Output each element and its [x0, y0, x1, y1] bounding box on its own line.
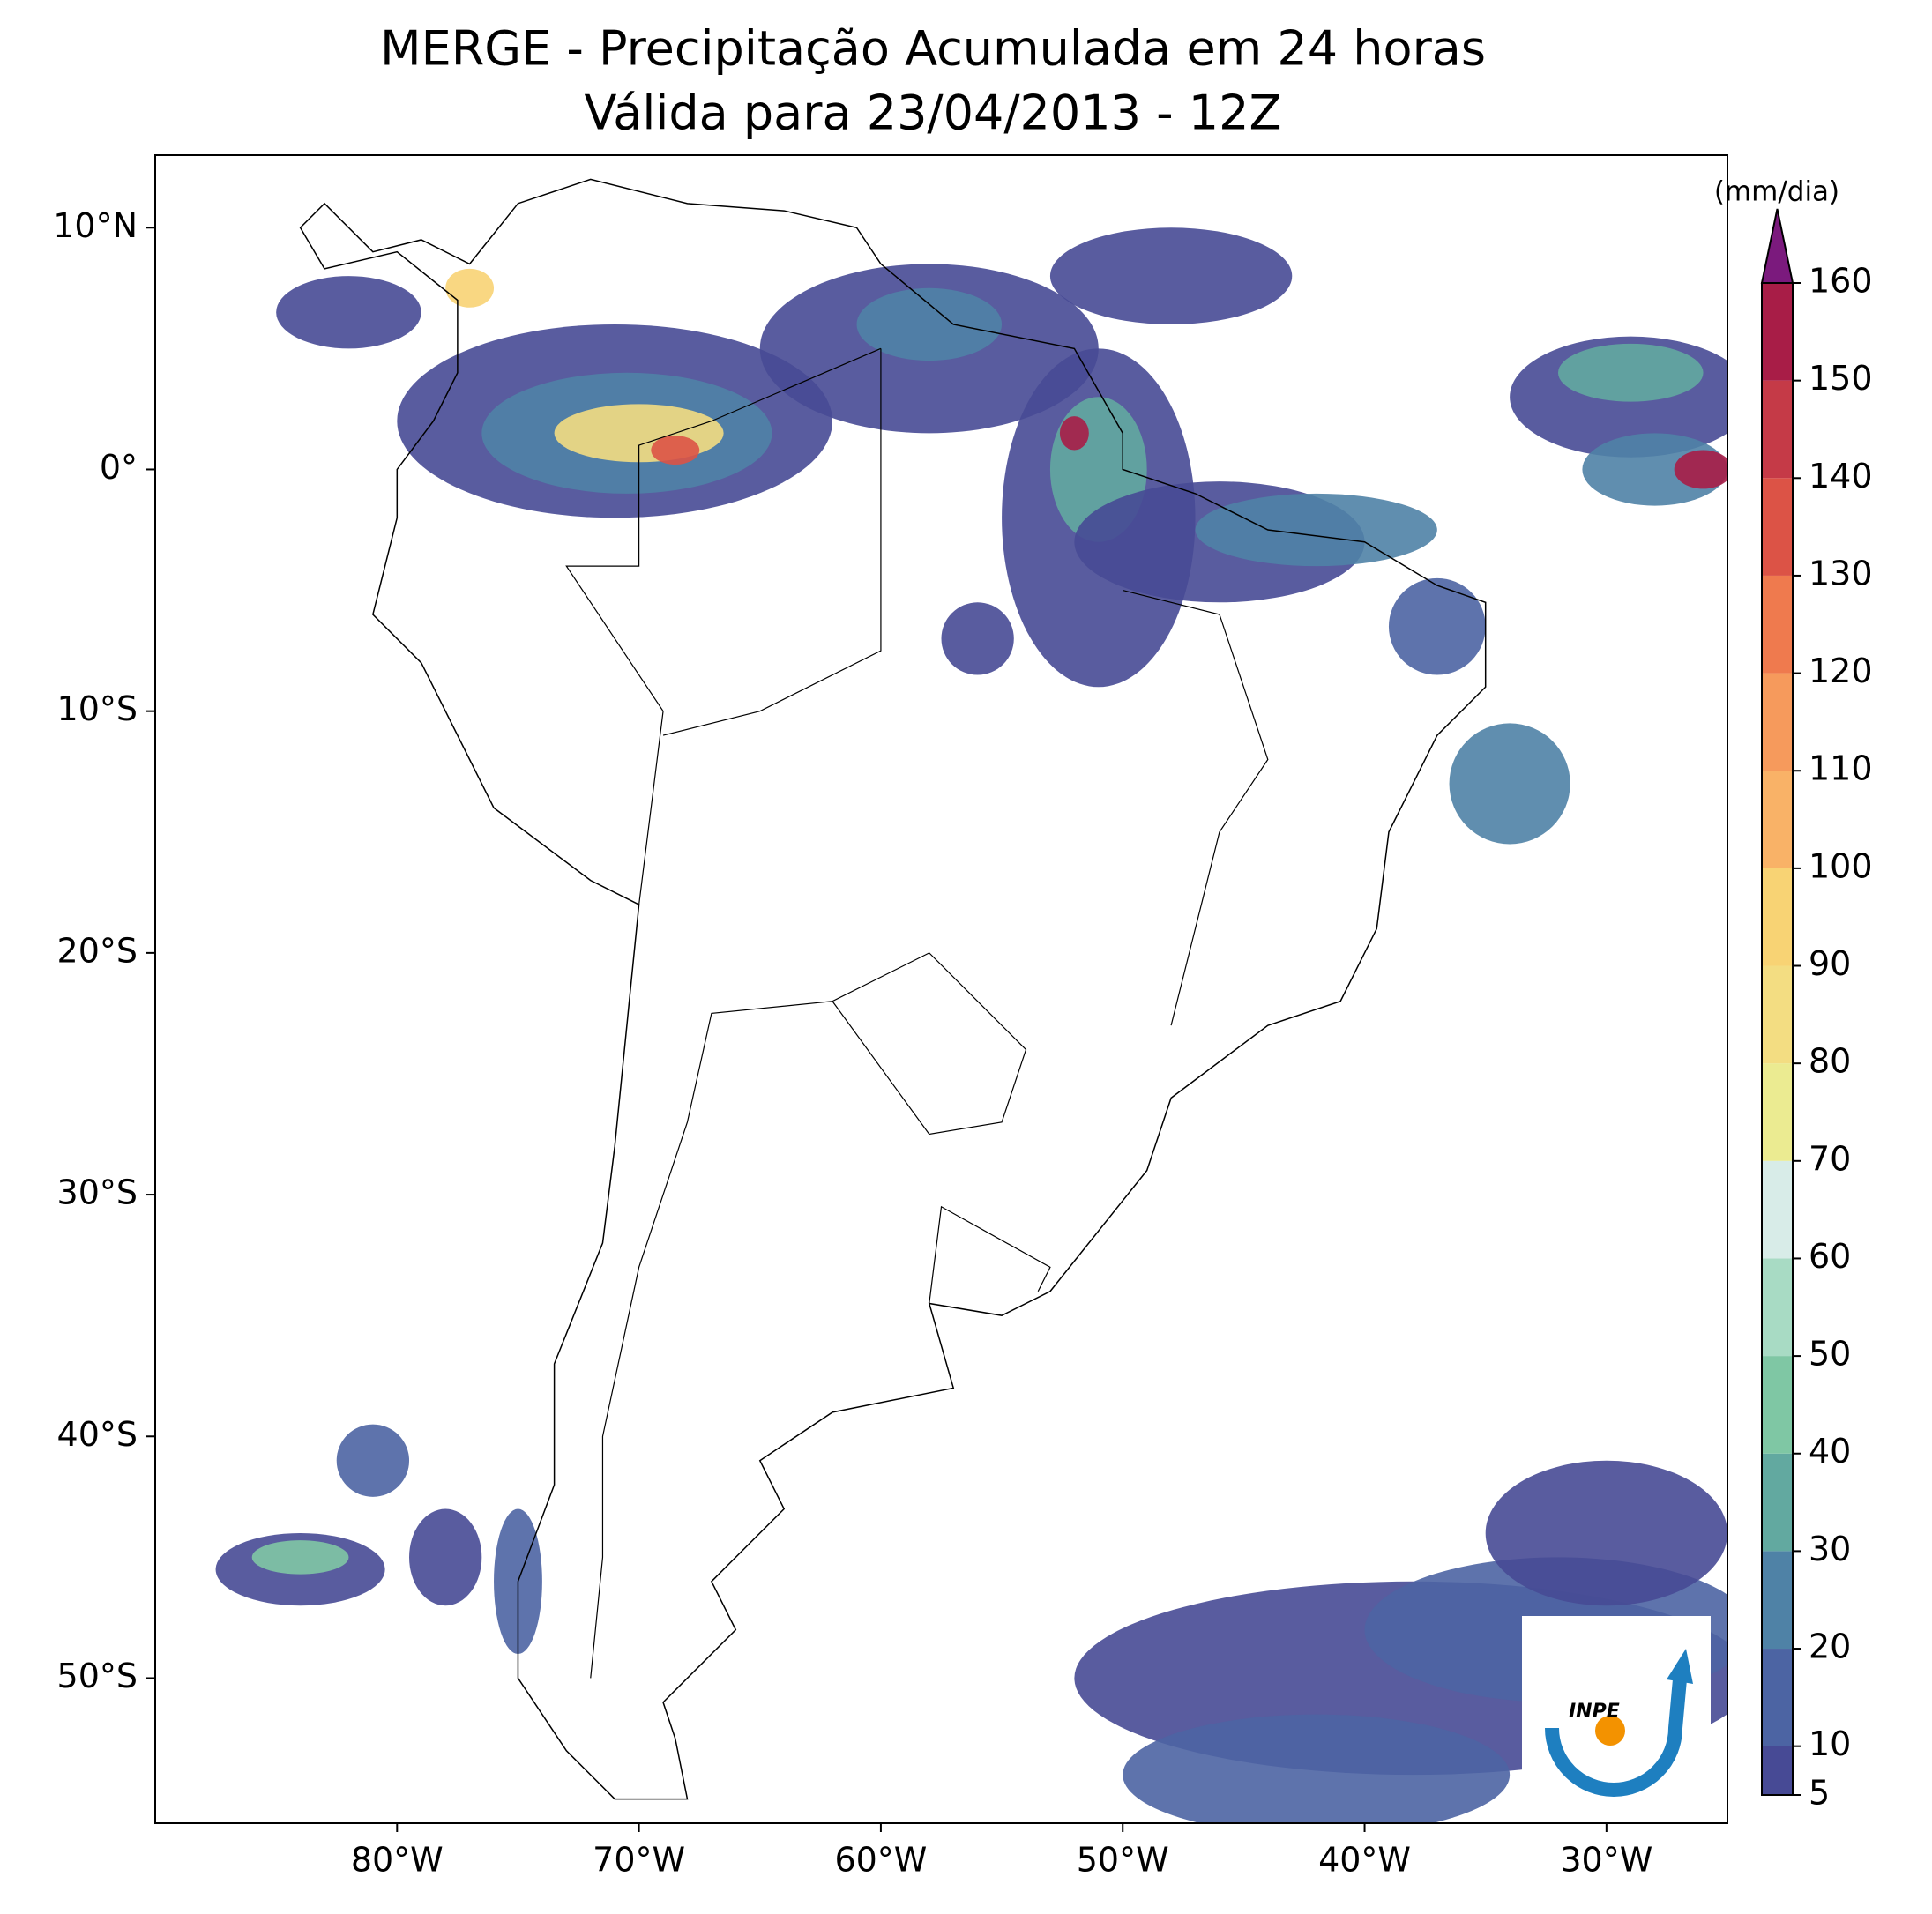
y-tick-label: 30°S: [57, 1173, 138, 1212]
y-tick-label: 40°S: [57, 1415, 138, 1454]
y-tick-label: 20°S: [57, 931, 138, 970]
x-tick-label: 50°W: [1077, 1841, 1169, 1880]
logo-arc: [1545, 1679, 1687, 1797]
title: MERGE - Precipitação Acumulada em 24 hor…: [380, 21, 1486, 77]
precip-area: [1123, 1714, 1511, 1823]
precip-area: [651, 436, 700, 465]
colorbar-tick-label: 110: [1809, 749, 1873, 788]
border: [590, 952, 930, 1679]
colorbar-band: [1762, 1160, 1793, 1259]
x-tick-label: 70°W: [593, 1841, 685, 1880]
precip-area: [1049, 227, 1293, 324]
precip-area: [1388, 577, 1486, 675]
border: [832, 952, 1027, 1136]
colorbar-tick-label: 140: [1809, 457, 1873, 495]
border: [565, 347, 882, 905]
colorbar-tick-label: 100: [1809, 846, 1873, 885]
colorbar-band: [1762, 771, 1793, 868]
colorbar-label: (mm/dia): [1714, 176, 1839, 208]
colorbar-band: [1762, 1356, 1793, 1454]
colorbar-band: [1762, 283, 1793, 381]
colorbar-tick-label: 120: [1809, 652, 1873, 690]
colorbar-band: [1762, 1551, 1793, 1650]
colorbar-tick-label: 70: [1809, 1139, 1851, 1178]
colorbar-band: [1762, 1746, 1793, 1795]
precip-area: [251, 1540, 349, 1575]
colorbar-band: [1762, 380, 1793, 479]
precip-area: [409, 1508, 482, 1606]
colorbar-tick-label: 150: [1809, 359, 1873, 398]
precip-area: [941, 602, 1014, 675]
precip-area: [1485, 1460, 1727, 1606]
colorbar-band: [1762, 1453, 1793, 1552]
colorbar-band: [1762, 575, 1793, 674]
border: [1123, 589, 1269, 1026]
x-tick-label: 40°W: [1318, 1841, 1411, 1880]
colorbar-frame: [1761, 282, 1794, 1796]
colorbar-tick-label: 60: [1809, 1237, 1851, 1276]
map-area: [215, 178, 1727, 1823]
plot-frame: [154, 154, 1728, 1824]
colorbar-tick-label: 130: [1809, 554, 1873, 592]
border: [929, 1205, 1051, 1304]
colorbar-tick-label: 80: [1809, 1042, 1851, 1081]
x-tick-label: 30°W: [1560, 1841, 1652, 1880]
colorbar-extend: [1760, 208, 1794, 284]
precip-area: [856, 287, 1003, 361]
precip-area: [1557, 343, 1704, 402]
colorbar-band: [1762, 478, 1793, 576]
colorbar-band: [1762, 1649, 1793, 1746]
y-tick-label: 50°S: [57, 1657, 138, 1695]
y-tick-label: 10°S: [57, 689, 138, 728]
precip-area: [445, 268, 495, 308]
logo-text: INPE: [1569, 1701, 1620, 1723]
colorbar-band: [1762, 1258, 1793, 1357]
border: [662, 348, 882, 736]
precip-area: [1059, 416, 1089, 451]
colorbar-band: [1762, 965, 1793, 1064]
precip-area: [1449, 723, 1570, 845]
subtitle: Válida para 23/04/2013 - 12Z: [585, 86, 1282, 141]
colorbar-band: [1762, 1063, 1793, 1161]
precip-area: [336, 1424, 410, 1497]
colorbar-tick-label: 90: [1809, 944, 1851, 983]
precip-area: [1582, 433, 1727, 506]
colorbar-tick-label: 5: [1809, 1774, 1830, 1813]
logo: INPE: [1522, 1616, 1711, 1801]
coastline: [299, 178, 1487, 1800]
precip-area: [1674, 450, 1727, 489]
colorbar-band: [1762, 673, 1793, 771]
logo-arrow: [1667, 1649, 1693, 1684]
precip-area: [276, 276, 421, 349]
colorbar-tick-label: 50: [1809, 1335, 1851, 1374]
colorbar-tick-label: 40: [1809, 1432, 1851, 1471]
logo-dot: [1595, 1716, 1625, 1746]
x-tick-label: 80°W: [351, 1841, 444, 1880]
colorbar-band: [1762, 868, 1793, 966]
x-tick-label: 60°W: [834, 1841, 927, 1880]
colorbar-tick-label: 160: [1809, 262, 1873, 301]
colorbar-tick-label: 30: [1809, 1530, 1851, 1568]
colorbar-tick-label: 10: [1809, 1724, 1851, 1763]
y-tick-label: 0°: [100, 448, 138, 487]
y-tick-label: 10°N: [53, 206, 138, 245]
precip-area: [1195, 493, 1437, 567]
colorbar-tick-label: 20: [1809, 1627, 1851, 1666]
